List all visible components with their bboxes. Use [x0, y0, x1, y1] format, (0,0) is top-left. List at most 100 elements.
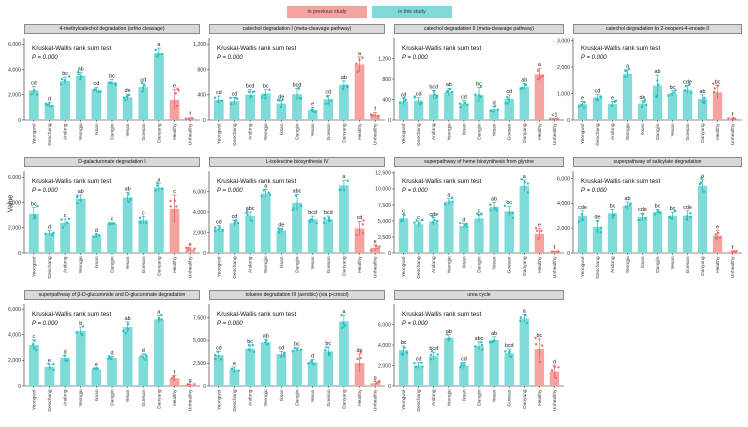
bar — [28, 345, 39, 386]
data-point — [433, 93, 436, 96]
data-point — [361, 231, 365, 235]
data-point — [157, 52, 160, 55]
x-tick-label: Yeongju — [625, 123, 631, 140]
bar — [354, 64, 365, 120]
x-tick-label: Goesan — [507, 256, 513, 273]
test-label: Kruskal-Wallis rank sum test — [402, 311, 481, 318]
bar — [260, 342, 271, 386]
data-point — [549, 117, 552, 121]
x-tick-label: Unhealthy — [188, 123, 194, 145]
x-tick-label: Yeongju — [446, 389, 452, 406]
data-point — [95, 232, 98, 236]
data-point — [341, 87, 345, 91]
data-point — [460, 362, 463, 365]
data-point — [581, 217, 584, 221]
significance-letter: a — [157, 178, 160, 184]
bar — [489, 339, 499, 386]
data-point — [361, 223, 365, 226]
significance-letter: e — [374, 239, 377, 245]
data-point — [154, 48, 157, 52]
data-point — [463, 224, 467, 227]
bar — [444, 201, 454, 253]
data-point — [541, 74, 545, 77]
data-point — [508, 211, 511, 215]
data-point — [342, 85, 345, 88]
chart-panel: superpathway of β-D-glucuronide and D-gl… — [8, 290, 200, 420]
x-tick-label: Unhealthy — [373, 123, 379, 145]
significance-letter: cde — [683, 205, 692, 211]
data-point — [127, 327, 130, 331]
y-tick-label: 400 — [197, 93, 206, 99]
data-point — [698, 182, 701, 186]
data-point — [643, 99, 647, 102]
data-point — [156, 184, 159, 187]
data-point — [659, 211, 662, 214]
data-point — [45, 103, 49, 107]
data-point — [44, 232, 47, 236]
significance-letter: bcd — [308, 210, 317, 216]
significance-letter: c — [111, 217, 114, 223]
significance-letter: cd — [461, 356, 467, 362]
data-point — [213, 226, 217, 229]
data-point — [667, 94, 670, 98]
y-tick-label: 2,000 — [557, 65, 570, 71]
bar — [652, 85, 663, 120]
bar — [138, 356, 149, 386]
legend-swatch-this — [372, 6, 452, 18]
x-tick-label: Yeongwol — [31, 257, 37, 278]
bar — [489, 109, 499, 120]
x-tick-label: Yeongwol — [401, 257, 407, 278]
data-point — [358, 58, 361, 61]
data-point — [511, 216, 515, 220]
data-point — [492, 110, 495, 113]
data-point — [481, 348, 484, 352]
significance-letter: ab — [625, 196, 631, 202]
data-point — [685, 218, 689, 221]
bar — [229, 369, 240, 386]
data-point — [509, 355, 513, 358]
significance-letter: d — [553, 360, 556, 366]
data-point — [731, 118, 734, 121]
x-tick-label: Healthy — [172, 123, 178, 140]
x-tick-label: Healthy — [537, 123, 543, 140]
data-point — [231, 367, 234, 370]
data-point — [155, 55, 158, 58]
data-point — [689, 91, 693, 95]
data-point — [50, 105, 54, 108]
data-point — [250, 95, 253, 98]
x-tick-label: Danyang — [341, 123, 347, 143]
x-tick-label: Geochang — [232, 123, 238, 145]
x-tick-label: Danyang — [522, 123, 528, 143]
data-point — [281, 98, 284, 101]
data-point — [188, 118, 191, 121]
x-tick-label: Iksan — [279, 256, 285, 268]
data-point — [508, 350, 511, 353]
data-point — [122, 329, 125, 333]
data-point — [656, 79, 659, 82]
y-tick-label: 0 — [18, 118, 21, 124]
significance-letter: cd — [140, 77, 146, 83]
data-point — [674, 88, 677, 92]
data-point — [110, 222, 114, 225]
data-point — [95, 235, 98, 238]
data-point — [278, 229, 281, 232]
panel-title-strip: L-isoleucine biosynthesis IV — [209, 157, 385, 167]
x-tick-label: Yeongwol — [580, 257, 586, 278]
data-point — [187, 246, 190, 249]
data-point — [596, 99, 600, 102]
x-tick-label: Goesan — [507, 389, 513, 406]
data-point — [309, 218, 312, 222]
bar — [413, 224, 424, 253]
data-point — [314, 111, 317, 114]
significance-letter: ab — [521, 78, 527, 84]
bar — [323, 219, 334, 253]
significance-letter: ab — [700, 89, 706, 95]
x-tick-label: Unhealthy — [552, 123, 558, 145]
significance-letter: e — [311, 101, 314, 107]
data-point — [50, 233, 54, 236]
data-point — [94, 367, 97, 370]
p-value-label: P = 0.000 — [581, 55, 607, 61]
y-tick-label: 4,000 — [193, 210, 206, 216]
chart-svg: 0 2,000 4,000 6,000 Kruskal-Wallis rank sum … — [8, 38, 200, 146]
significance-letter: ab — [491, 331, 497, 337]
